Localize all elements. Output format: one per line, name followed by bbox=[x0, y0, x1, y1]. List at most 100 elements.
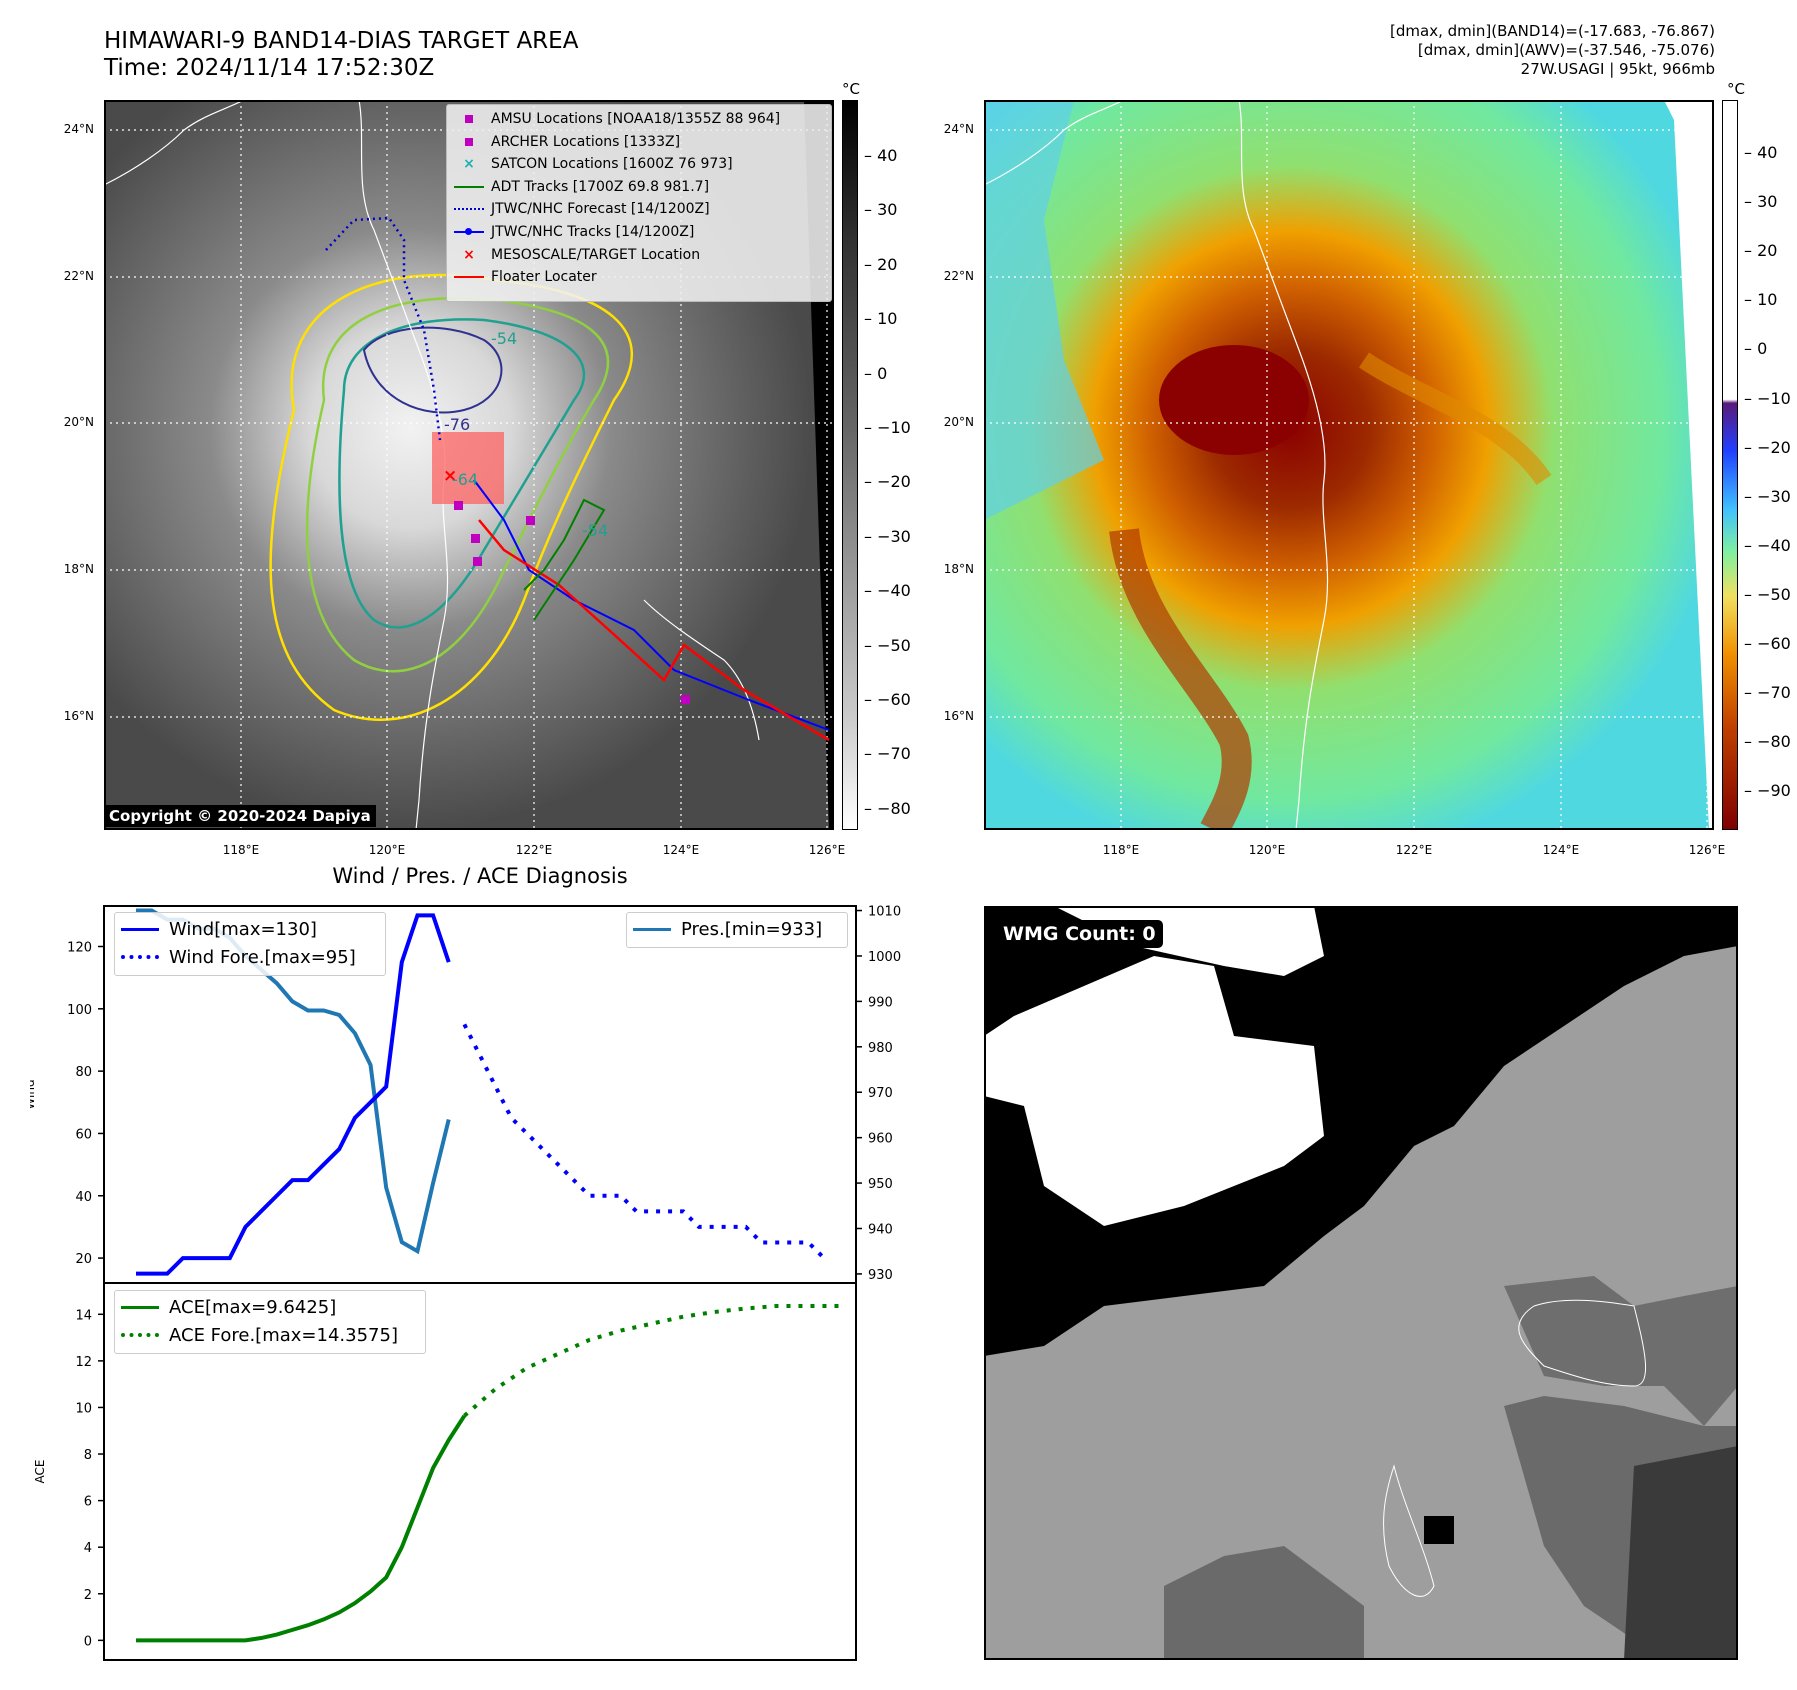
wmg-coastline-2 bbox=[1383, 1464, 1435, 1597]
legend-item: JTWC/NHC Tracks [14/1200Z] bbox=[453, 221, 831, 244]
colorbar-tick-label: – 40 bbox=[1744, 143, 1778, 162]
lon-ticks-left: 118°E 120°E 122°E 124°E 126°E bbox=[104, 843, 846, 863]
map-legend: AMSU Locations [NOAA18/1355Z 88 964] ARCH… bbox=[446, 104, 832, 302]
wmg-dark-gray-1 bbox=[1504, 1276, 1738, 1426]
wmg-black-spot bbox=[1424, 1516, 1454, 1544]
lon-tick-label: 122°E bbox=[1395, 843, 1433, 857]
legend-label: SATCON Locations [1600Z 76 973] bbox=[491, 156, 733, 173]
wind-ytick-label: 60 bbox=[75, 1127, 92, 1142]
clear-sky-west bbox=[984, 100, 1104, 520]
floater-track bbox=[478, 519, 830, 742]
ace-ytick-label: 14 bbox=[75, 1308, 92, 1323]
wind-ytick-label: 80 bbox=[75, 1065, 92, 1080]
title-satellite: HIMAWARI-9 BAND14-DIAS TARGET AREA bbox=[104, 28, 579, 54]
colorbar-tick-label: – −70 bbox=[1744, 683, 1791, 703]
map2-gridlines bbox=[984, 100, 1714, 830]
colorbar-tick-label: – −30 bbox=[1744, 486, 1791, 506]
colorbar-tick-label: – −40 bbox=[864, 581, 911, 601]
wmg-coastline-1 bbox=[1518, 1299, 1646, 1387]
contour-label-2: -76 bbox=[444, 415, 470, 434]
legend-marker-icon bbox=[453, 221, 485, 244]
contour-navy bbox=[362, 326, 503, 414]
lon-tick-label: 124°E bbox=[662, 843, 700, 857]
title-time: Time: 2024/11/14 17:52:30Z bbox=[104, 55, 435, 81]
lat-tick-label: 20°N bbox=[63, 415, 94, 429]
legend-item: × MESOSCALE/TARGET Location bbox=[453, 244, 831, 267]
contour-label-3: -64 bbox=[452, 470, 478, 489]
lat-tick-label: 18°N bbox=[943, 562, 974, 576]
wmg-white-region bbox=[984, 956, 1324, 1226]
legend-item: AMSU Locations [NOAA18/1355Z 88 964] bbox=[453, 108, 831, 131]
ace-ytick-label: 10 bbox=[75, 1401, 92, 1416]
wind-ytick-label: 120 bbox=[67, 941, 92, 956]
lon-ticks-right: 118°E 120°E 122°E 124°E 126°E bbox=[984, 843, 1726, 863]
diagnosis-title: Wind / Pres. / ACE Diagnosis bbox=[332, 864, 628, 888]
rainband-east bbox=[1359, 352, 1552, 486]
amsu-archer-markers bbox=[454, 501, 690, 704]
legend-label: Floater Locater bbox=[491, 269, 597, 286]
legend-item: JTWC/NHC Forecast [14/1200Z] bbox=[453, 198, 831, 221]
jtwc-track bbox=[473, 479, 830, 731]
lat-ticks-left: 24°N 22°N 20°N 18°N 16°N bbox=[40, 100, 98, 830]
adt-track bbox=[523, 498, 606, 621]
colorbar-tick-label: – −20 bbox=[1744, 437, 1791, 457]
wind-line bbox=[136, 913, 451, 1276]
color-map-frame bbox=[984, 100, 1714, 830]
color-map-panel bbox=[983, 99, 1714, 837]
ace-fore-legend-item: ACE Fore.[max=14.3575] bbox=[121, 1323, 398, 1347]
contour-label-1: -54 bbox=[491, 329, 517, 348]
colorbar-tick-label: – −30 bbox=[864, 526, 911, 546]
legend-item: ADT Tracks [1700Z 69.8 981.7] bbox=[453, 176, 831, 199]
target-marker: × bbox=[443, 466, 457, 486]
colorbar2-unit: °C bbox=[1727, 80, 1745, 98]
wmg-dark-gray-3 bbox=[1164, 1546, 1364, 1660]
wind-legend: Wind[max=130] Wind Fore.[max=95] bbox=[114, 912, 386, 976]
colorbar-tick-label: – 30 bbox=[1744, 192, 1778, 212]
pres-ytick-label: 960 bbox=[868, 1132, 893, 1147]
lat-tick-label: 16°N bbox=[63, 709, 94, 723]
colorbar-tick-label: – −80 bbox=[864, 798, 911, 818]
coastline-visayas bbox=[643, 599, 760, 741]
colorbar-tick-label: – 20 bbox=[1744, 241, 1778, 261]
ace-ytick-label: 0 bbox=[84, 1634, 92, 1649]
ir-map-frame bbox=[104, 100, 834, 830]
colorbar-tick-label: – −10 bbox=[1744, 388, 1791, 408]
cdo-core bbox=[1159, 345, 1309, 455]
coastline-luzon bbox=[358, 99, 449, 831]
contour-yellow bbox=[269, 273, 634, 721]
forecast-track bbox=[325, 216, 442, 441]
legend-marker-icon bbox=[453, 176, 485, 199]
lat-tick-label: 20°N bbox=[943, 415, 974, 429]
ace-legend-item: ACE[max=9.6425] bbox=[121, 1295, 336, 1319]
lon-tick-label: 126°E bbox=[1688, 843, 1726, 857]
colorbar-tick-label: – 20 bbox=[864, 254, 898, 274]
lat-tick-label: 24°N bbox=[943, 122, 974, 136]
wind-fore-legend-item: Wind Fore.[max=95] bbox=[121, 945, 356, 969]
wind-forecast-line bbox=[462, 1023, 826, 1260]
colorbar-color-ticks: – 40 – 30 – 20 – 10 – 0 – −10 – −20 – −30 – −40 –… bbox=[1744, 100, 1794, 830]
wmg-frame bbox=[984, 906, 1738, 1660]
colorbar-tick-label: – −50 bbox=[864, 635, 911, 655]
legend-label: JTWC/NHC Tracks [14/1200Z] bbox=[491, 223, 695, 240]
info-band14-range: [dmax, dmin](BAND14)=(-17.683, -76.867) bbox=[1390, 22, 1715, 40]
ace-ytick-label: 2 bbox=[84, 1588, 92, 1603]
ace-ytick-label: 4 bbox=[84, 1541, 92, 1556]
colorbar-tick-label: – 30 bbox=[864, 200, 898, 220]
copyright-label: Copyright © 2020-2024 Dapiya bbox=[104, 805, 376, 827]
wind-axis-label: Wind bbox=[30, 1079, 37, 1109]
info-storm: 27W.USAGI | 95kt, 966mb bbox=[1520, 60, 1715, 78]
legend-marker-icon bbox=[453, 198, 485, 221]
storm-info: [dmax, dmin](BAND14)=(-17.683, -76.867) … bbox=[1390, 22, 1715, 79]
colorbar-tick-label: – 0 bbox=[864, 363, 888, 383]
wind-legend-item: Wind[max=130] bbox=[121, 917, 317, 941]
pres-ytick-label: 940 bbox=[868, 1222, 893, 1237]
wind-ytick-label: 20 bbox=[75, 1252, 92, 1267]
colorbar-tick-label: – −20 bbox=[864, 472, 911, 492]
colorbar-tick-label: – −60 bbox=[864, 690, 911, 709]
colorbar-tick-label: – −50 bbox=[1744, 584, 1791, 604]
lat-tick-label: 18°N bbox=[63, 562, 94, 576]
legend-marker-icon: × bbox=[463, 246, 475, 263]
ace-legend: ACE[max=9.6425] ACE Fore.[max=14.3575] bbox=[114, 1290, 426, 1354]
colorbar-tick-label: – −80 bbox=[1744, 732, 1791, 752]
lon-tick-label: 126°E bbox=[808, 843, 846, 857]
